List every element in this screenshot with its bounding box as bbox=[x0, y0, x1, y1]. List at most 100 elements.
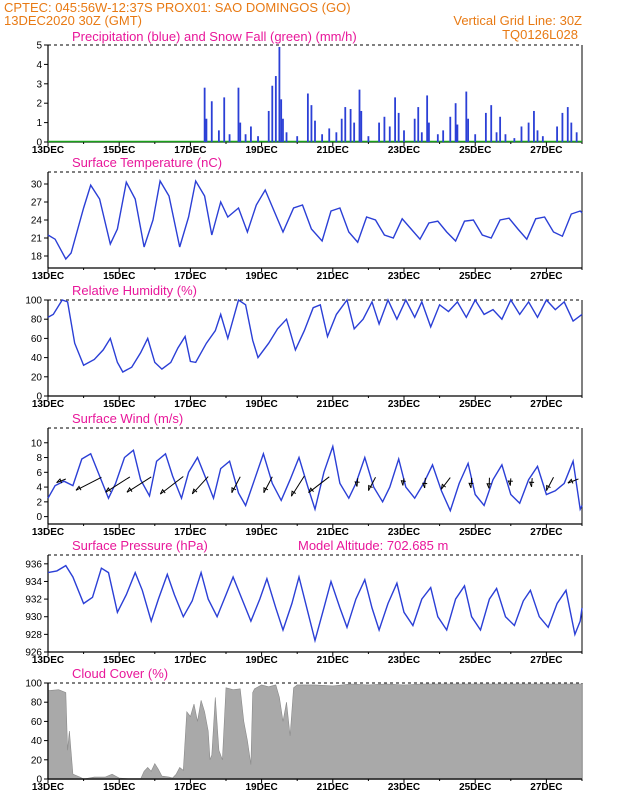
precipitation-x-tick-label: 25DEC bbox=[459, 145, 491, 156]
pressure-y-tick-label: 936 bbox=[25, 559, 42, 570]
wind-vector-arrowhead bbox=[368, 484, 373, 491]
model-altitude-label: Model Altitude: 702.685 m bbox=[298, 538, 448, 553]
precipitation-bar bbox=[257, 136, 259, 142]
precipitation-bar bbox=[296, 136, 299, 142]
humidity-y-tick-label: 80 bbox=[31, 315, 43, 326]
cloud-cover-panel: 0 20 40 60 80 100 13DEC 15DEC 17DEC 19DEC 21DEC 23D… bbox=[25, 679, 583, 793]
precipitation-bar bbox=[267, 110, 270, 142]
precipitation-bar bbox=[504, 134, 507, 142]
temperature-x-tick-label: 27DEC bbox=[530, 271, 562, 282]
header-model-id: TQ0126L028 bbox=[502, 27, 578, 42]
header-date-line: 13DEC2020 30Z (GMT) bbox=[4, 13, 142, 28]
precipitation-bar bbox=[495, 132, 498, 142]
wind-vector-arrowhead bbox=[567, 478, 574, 484]
precipitation-bar bbox=[274, 76, 277, 142]
cloud-cover-x-tick-label: 17DEC bbox=[174, 782, 206, 793]
wind-y-tick-label: 4 bbox=[36, 483, 42, 494]
humidity-x-tick-label: 25DEC bbox=[459, 399, 491, 410]
pressure-y-tick-label: 932 bbox=[25, 595, 42, 606]
temperature-line bbox=[47, 179, 583, 261]
precipitation-x-tick-label: 13DEC bbox=[32, 145, 64, 156]
precipitation-bar bbox=[456, 124, 459, 142]
precipitation-panel-title: Precipitation (blue) and Snow Fall (gree… bbox=[72, 29, 357, 44]
precipitation-bar bbox=[513, 138, 516, 142]
precipitation-bar bbox=[306, 93, 309, 142]
precipitation-bar bbox=[413, 118, 416, 142]
cloud-cover-y-tick-label: 60 bbox=[31, 717, 43, 728]
precipitation-y-tick-label: 2 bbox=[36, 99, 42, 110]
pressure-y-tick-label: 926 bbox=[25, 648, 42, 659]
humidity-y-tick-label: 100 bbox=[25, 296, 42, 307]
precipitation-bar bbox=[449, 116, 452, 142]
cloud-cover-area bbox=[47, 683, 583, 780]
precipitation-bar bbox=[561, 112, 564, 142]
temperature-x-tick-label: 15DEC bbox=[103, 271, 135, 282]
precipitation-x-tick-label: 17DEC bbox=[174, 145, 206, 156]
cloud-cover-x-tick-label: 25DEC bbox=[459, 782, 491, 793]
precipitation-bar bbox=[536, 130, 539, 142]
temperature-x-tick-label: 25DEC bbox=[459, 271, 491, 282]
pressure-y-tick-label: 928 bbox=[25, 630, 42, 641]
wind-vector-arrow bbox=[402, 478, 405, 486]
wind-vector-arrowhead bbox=[546, 484, 551, 491]
precipitation-bar bbox=[541, 136, 544, 142]
humidity-y-tick-label: 20 bbox=[31, 372, 43, 383]
precipitation-y-tick-label: 4 bbox=[36, 60, 42, 71]
precipitation-bar bbox=[353, 122, 356, 142]
humidity-x-tick-label: 27DEC bbox=[530, 399, 562, 410]
humidity-y-tick-label: 40 bbox=[31, 353, 43, 364]
wind-y-tick-label: 6 bbox=[36, 468, 42, 479]
precipitation-bar bbox=[349, 109, 352, 142]
wind-vector-arrowhead bbox=[159, 488, 166, 495]
precipitation-bar bbox=[428, 122, 430, 142]
precipitation-x-tick-label: 27DEC bbox=[530, 145, 562, 156]
precipitation-x-tick-label: 15DEC bbox=[103, 145, 135, 156]
wind-vector-arrowhead bbox=[263, 486, 269, 493]
pressure-x-tick-label: 19DEC bbox=[245, 655, 277, 666]
precipitation-y-tick-label: 1 bbox=[36, 118, 42, 129]
cloud-cover-y-tick-label: 20 bbox=[31, 755, 43, 766]
precipitation-bar bbox=[533, 110, 535, 142]
temperature-x-tick-label: 17DEC bbox=[174, 271, 206, 282]
precipitation-bar bbox=[467, 118, 469, 142]
cloud-cover-y-tick-label: 0 bbox=[36, 775, 42, 786]
wind-vector-arrowhead bbox=[440, 483, 447, 490]
pressure-x-tick-label: 27DEC bbox=[530, 655, 562, 666]
wind-vector-arrow bbox=[291, 475, 305, 497]
precipitation-y-tick-label: 5 bbox=[36, 41, 42, 52]
precipitation-bar bbox=[499, 116, 502, 142]
wind-vector-arrowhead bbox=[528, 481, 535, 487]
precipitation-bar bbox=[566, 107, 569, 142]
precipitation-bar bbox=[442, 130, 445, 142]
cloud-cover-x-tick-label: 21DEC bbox=[317, 782, 349, 793]
precipitation-bar bbox=[426, 95, 429, 142]
wind-x-tick-label: 15DEC bbox=[103, 527, 135, 538]
precipitation-bar bbox=[205, 118, 208, 142]
precipitation-bar bbox=[271, 85, 274, 142]
wind-vector-arrowhead bbox=[400, 480, 406, 486]
humidity-panel: 0 20 40 60 80 100 13DEC 15DEC 17DEC 19DEC 21DEC 23D… bbox=[25, 296, 583, 410]
cloud-cover-panel-title: Cloud Cover (%) bbox=[72, 666, 168, 681]
temperature-panel-title: Surface Temperature (nC) bbox=[72, 155, 222, 170]
temperature-x-tick-label: 13DEC bbox=[32, 271, 64, 282]
pressure-x-tick-label: 13DEC bbox=[32, 655, 64, 666]
humidity-x-tick-label: 13DEC bbox=[32, 399, 64, 410]
wind-y-tick-label: 2 bbox=[36, 497, 42, 508]
precipitation-bar bbox=[223, 97, 226, 142]
wind-vector-arrow bbox=[546, 477, 554, 491]
precipitation-y-tick-label: 3 bbox=[36, 79, 42, 90]
wind-vector-arrow bbox=[567, 478, 579, 484]
humidity-x-tick-label: 17DEC bbox=[174, 399, 206, 410]
precipitation-bar bbox=[388, 126, 391, 142]
precipitation-bar bbox=[310, 105, 313, 142]
precipitation-bar bbox=[340, 118, 343, 142]
wind-vector-arrowhead bbox=[308, 487, 314, 493]
humidity-panel-title: Relative Humidity (%) bbox=[72, 283, 197, 298]
wind-vector-arrowhead bbox=[231, 486, 237, 493]
humidity-x-tick-label: 23DEC bbox=[388, 399, 420, 410]
cloud-cover-y-tick-label: 80 bbox=[31, 698, 43, 709]
precipitation-bar bbox=[575, 132, 578, 142]
precipitation-bar bbox=[436, 134, 439, 142]
wind-x-tick-label: 23DEC bbox=[388, 527, 420, 538]
pressure-x-tick-label: 23DEC bbox=[388, 655, 420, 666]
